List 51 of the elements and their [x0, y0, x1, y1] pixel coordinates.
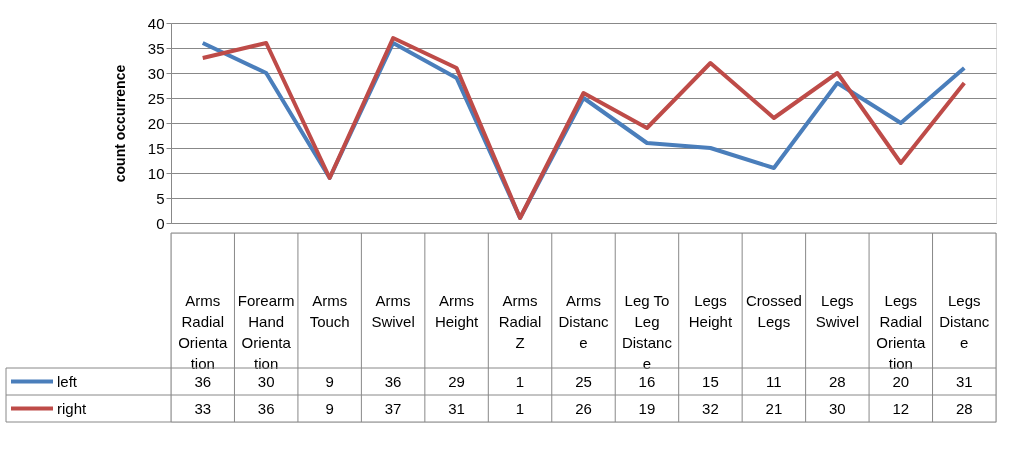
x-tick-label: Arms Radial Z: [498, 291, 542, 351]
x-tick-label: Arms Height: [434, 291, 480, 330]
data-label: 29: [448, 372, 465, 390]
data-label: 30: [829, 399, 846, 417]
y-tick-label: 0: [156, 214, 165, 232]
data-label: 1: [515, 399, 525, 417]
data-label: 15: [702, 372, 719, 390]
x-tick-label: Crossed Legs: [745, 291, 802, 330]
data-label: 31: [448, 399, 465, 417]
data-label: 36: [194, 372, 212, 390]
x-tick-label: Legs Distance: [939, 291, 990, 351]
data-label: 12: [892, 399, 910, 417]
data-label: 9: [325, 399, 334, 417]
y-tick-label: 10: [147, 164, 165, 182]
data-label: 32: [702, 399, 719, 417]
x-tick-label: Arms Touch: [309, 291, 350, 330]
y-tick-label: 5: [156, 189, 165, 207]
data-label: 28: [829, 372, 846, 390]
y-tick-label: 15: [147, 139, 165, 157]
x-tick-label: Forearm Hand Orientation: [237, 291, 295, 372]
data-label: 36: [257, 399, 275, 417]
legend-label: left: [57, 372, 78, 390]
y-tick-label: 35: [147, 39, 165, 57]
legend-label: right: [57, 399, 88, 417]
data-label: 26: [575, 399, 592, 417]
data-label: 36: [384, 372, 402, 390]
x-tick-label: Legs Swivel: [815, 291, 860, 330]
data-label: 21: [765, 399, 783, 417]
data-label: 31: [955, 372, 973, 390]
y-axis-title: count occurrence: [111, 64, 128, 183]
y-tick-label: 20: [147, 114, 165, 132]
x-tick-label: Legs Radial Orientation: [876, 291, 927, 372]
x-tick-label: Arms Swivel: [371, 291, 415, 330]
data-label: 28: [955, 399, 973, 417]
data-label: 20: [892, 372, 910, 390]
x-tick-label: Leg To Leg Distance: [621, 291, 673, 372]
x-tick-label: Legs Height: [688, 291, 733, 330]
data-label: 30: [257, 372, 275, 390]
data-label: 25: [575, 372, 592, 390]
data-label: 9: [325, 372, 334, 390]
data-label: 33: [194, 399, 212, 417]
data-label: 19: [638, 399, 656, 417]
data-label: 37: [384, 399, 402, 417]
y-tick-label: 25: [147, 89, 165, 107]
x-tick-label: Arms Distance: [558, 291, 609, 351]
data-label: 16: [638, 372, 656, 390]
y-tick-label: 40: [147, 14, 165, 32]
x-tick-label: Arms Radial Orientation: [178, 291, 228, 372]
data-label: 1: [515, 372, 525, 390]
y-tick-label: 30: [147, 64, 165, 82]
data-label: 11: [766, 372, 782, 390]
